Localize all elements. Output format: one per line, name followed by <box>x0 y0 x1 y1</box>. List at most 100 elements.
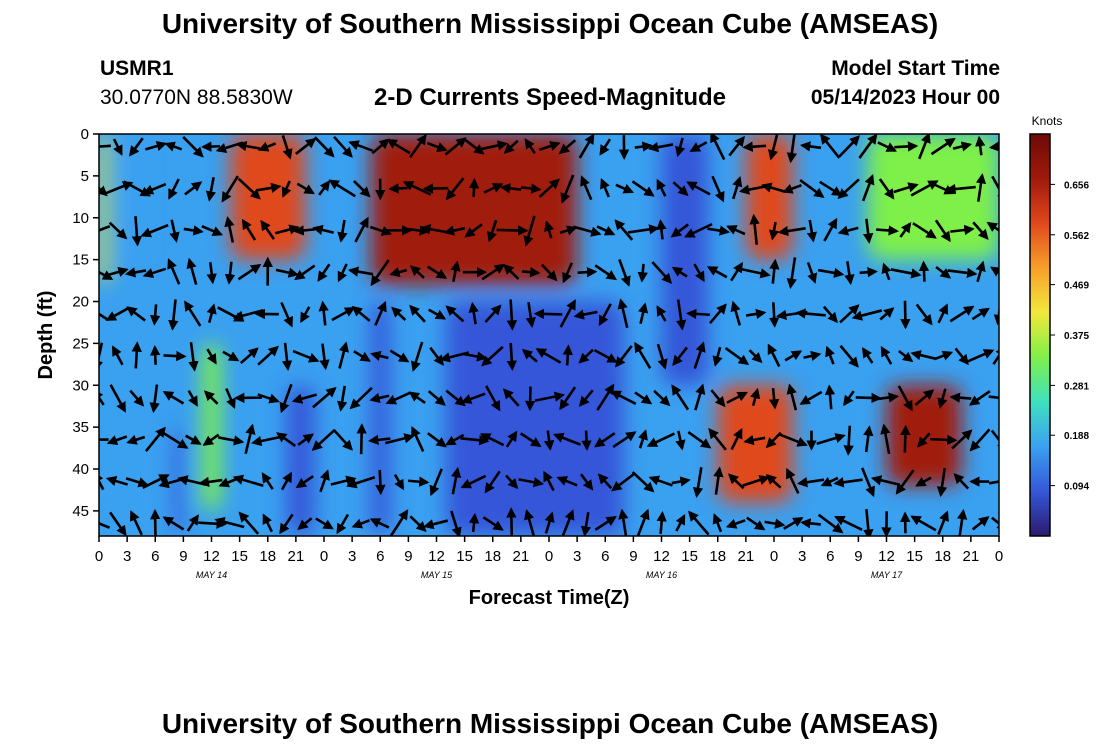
current-arrow <box>105 307 129 321</box>
current-arrow <box>99 522 111 529</box>
current-arrow <box>900 300 911 330</box>
current-arrow <box>187 389 198 407</box>
current-arrow <box>631 471 655 493</box>
x-tick-label: 0 <box>95 548 103 565</box>
current-arrow <box>879 307 895 321</box>
current-arrow <box>99 270 114 281</box>
current-arrow <box>111 345 124 366</box>
current-arrow <box>524 509 536 536</box>
current-arrow <box>388 183 408 194</box>
chart-title: 2-D Currents Speed-Magnitude <box>373 84 727 111</box>
current-arrow <box>992 345 999 365</box>
current-arrow <box>333 429 353 451</box>
current-arrow <box>429 468 443 497</box>
x-date-label: MAY 17 <box>871 570 903 580</box>
current-arrow <box>541 263 558 282</box>
current-arrow <box>975 173 987 202</box>
current-arrow <box>237 263 262 281</box>
current-arrow <box>519 432 542 448</box>
current-arrow <box>485 385 501 412</box>
current-arrow <box>337 219 348 243</box>
current-arrow <box>348 140 374 152</box>
current-arrow <box>445 177 465 201</box>
current-arrow <box>742 475 770 487</box>
x-date-label: MAY 14 <box>196 570 227 580</box>
speed-region <box>202 343 221 511</box>
current-arrow <box>656 510 667 534</box>
current-arrow <box>967 349 995 363</box>
current-arrow <box>692 467 704 498</box>
current-arrow <box>103 181 134 196</box>
current-arrow <box>317 263 331 282</box>
current-arrow <box>990 266 999 277</box>
current-arrow <box>936 467 948 498</box>
current-arrow <box>843 425 854 456</box>
current-arrow <box>427 390 446 406</box>
x-tick-label: 21 <box>513 548 530 565</box>
current-arrow <box>627 224 660 235</box>
current-arrow <box>562 262 574 284</box>
current-arrow <box>236 140 261 152</box>
current-arrow <box>109 511 127 536</box>
current-arrow <box>108 266 129 277</box>
current-arrow <box>610 390 637 406</box>
current-arrow <box>125 477 149 488</box>
current-arrows <box>99 134 999 536</box>
current-arrow <box>520 183 542 194</box>
current-arrow <box>482 516 504 531</box>
current-arrow <box>900 424 911 453</box>
current-arrow <box>99 225 111 232</box>
current-arrow <box>311 428 336 451</box>
current-arrow <box>795 308 826 319</box>
current-arrow <box>260 219 275 240</box>
x-tick-label: 0 <box>995 548 1003 565</box>
current-arrow <box>712 513 723 533</box>
current-arrow <box>346 475 376 489</box>
current-arrow <box>99 307 109 321</box>
current-arrow <box>636 508 650 536</box>
current-arrow <box>353 350 371 362</box>
current-arrow <box>894 141 919 152</box>
current-arrow <box>863 425 874 453</box>
current-arrow <box>313 136 335 158</box>
current-arrow <box>502 388 520 407</box>
current-arrow <box>562 344 574 366</box>
current-arrow <box>915 476 932 487</box>
x-tick-label: 9 <box>629 548 637 565</box>
current-arrow <box>525 302 536 328</box>
current-arrow <box>912 222 937 239</box>
x-tick-label: 12 <box>878 548 895 565</box>
current-arrow <box>444 137 467 156</box>
current-arrow <box>761 182 786 193</box>
current-arrow <box>291 393 318 404</box>
current-arrow <box>214 516 245 529</box>
current-arrow <box>126 306 146 322</box>
current-arrow <box>336 385 348 412</box>
current-arrow <box>333 135 353 158</box>
current-arrow <box>347 266 374 277</box>
speed-region <box>717 385 793 503</box>
current-arrow <box>130 510 143 536</box>
current-arrow <box>784 350 803 362</box>
current-arrow <box>951 429 973 450</box>
current-arrow <box>819 180 843 197</box>
current-arrow <box>182 136 204 158</box>
current-arrow <box>711 175 725 203</box>
colorbar-tick-label: 0.656 <box>1064 180 1089 191</box>
current-arrow <box>295 475 314 489</box>
current-arrow <box>276 432 297 448</box>
current-arrow <box>638 302 649 325</box>
y-tick-label: 5 <box>81 168 89 185</box>
current-arrow <box>409 515 427 533</box>
current-arrow <box>506 507 517 536</box>
current-arrow <box>496 225 529 236</box>
current-arrow <box>375 469 386 496</box>
current-arrow <box>833 477 863 488</box>
current-arrow <box>150 344 161 365</box>
current-arrow <box>741 268 771 279</box>
current-arrow <box>743 434 766 446</box>
current-arrow <box>686 181 711 196</box>
current-arrow <box>480 433 505 447</box>
current-arrow <box>612 431 637 449</box>
current-arrow <box>468 301 479 325</box>
